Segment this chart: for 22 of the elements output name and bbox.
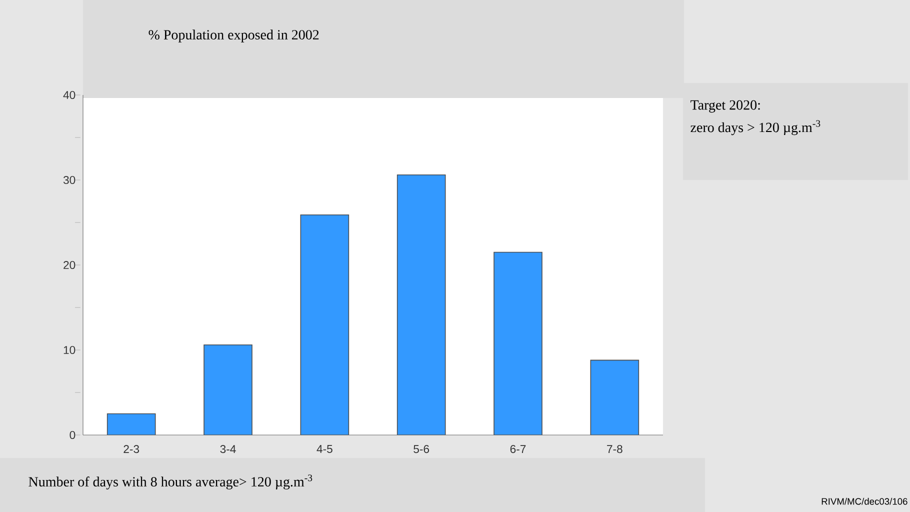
x-tick-label: 7-8 [607, 445, 622, 454]
bar [106, 413, 156, 436]
x-tick-label: 6-7 [510, 445, 526, 454]
y-tick-label: 10 [64, 346, 76, 354]
y-tick-label: 40 [63, 91, 76, 100]
text: Target 2020: [690, 100, 760, 113]
chart-title: % Population exposed in 2002 [148, 30, 319, 42]
x-axis-title: Number of days with 8 hours average> 120 µg.m$^{-3}$ [28, 474, 312, 490]
bar [300, 214, 350, 436]
y-tick-label: 30 [63, 176, 76, 184]
bar [590, 360, 640, 436]
bar [396, 174, 446, 436]
bar [204, 344, 252, 436]
x-tick-label: 4-5 [316, 445, 332, 453]
y-tick-label: 0 [70, 431, 76, 440]
text: RIVM/MC/dec03/106 [822, 498, 908, 505]
x-tick-label: 5-6 [414, 445, 430, 454]
text: zero days > 120 µg.m$^{-3}$ [690, 120, 820, 136]
y-tick-label: 20 [64, 261, 76, 270]
x-tick-label: 2-3 [124, 445, 140, 454]
bar [494, 252, 542, 436]
x-tick-label: 3-4 [220, 445, 236, 454]
